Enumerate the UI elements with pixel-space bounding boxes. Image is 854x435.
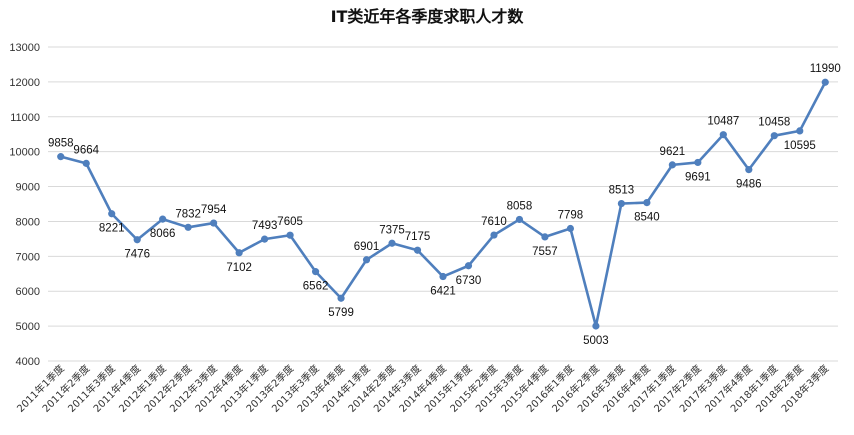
data-point: [643, 199, 651, 207]
data-point: [490, 231, 498, 239]
data-label: 7605: [277, 216, 303, 228]
data-label: 6730: [456, 275, 482, 287]
data-point: [133, 236, 141, 244]
data-label: 7375: [379, 224, 405, 236]
y-tick-label: 7000: [16, 251, 40, 263]
y-axis-ticks: 4000 5000 6000 7000 8000 9000 10000 11000 12000 1…: [9, 42, 40, 368]
data-points: [57, 78, 829, 330]
data-point: [439, 272, 447, 281]
data-point: [694, 158, 702, 167]
y-tick-label: 12000: [9, 77, 40, 89]
data-label: 8513: [609, 185, 635, 197]
data-label: 7798: [558, 209, 584, 221]
data-label: 9691: [685, 171, 711, 183]
data-point: [57, 153, 65, 161]
data-label: 11990: [810, 63, 841, 75]
chart-title: IT类近年各季度求职人才数: [331, 7, 525, 26]
data-label: 8221: [99, 223, 125, 235]
data-point: [413, 246, 422, 254]
data-point: [210, 219, 218, 227]
data-label: 5003: [583, 335, 609, 347]
data-point: [668, 161, 676, 169]
data-label: 7832: [175, 208, 201, 220]
data-point: [235, 249, 243, 257]
data-point: [159, 215, 167, 223]
data-label: 10595: [784, 140, 816, 152]
data-label: 10458: [758, 117, 790, 129]
gridlines: [48, 46, 838, 362]
data-point: [311, 268, 320, 276]
x-axis-ticks: 2011年1季度2011年2季度2011年3季度2011年4季度2012年1季度…: [14, 362, 831, 415]
y-tick-label: 13000: [9, 42, 40, 54]
data-label: 7493: [252, 220, 278, 232]
data-label: 7175: [405, 231, 431, 243]
data-point: [541, 233, 549, 241]
data-point: [464, 262, 473, 270]
y-tick-label: 5000: [16, 321, 40, 333]
data-point: [82, 159, 90, 167]
data-label: 9858: [48, 138, 74, 150]
data-label: 8066: [150, 228, 176, 240]
data-label: 7557: [532, 246, 558, 258]
data-point: [745, 165, 753, 174]
data-point: [261, 235, 269, 243]
data-point: [108, 210, 116, 218]
data-label: 7610: [481, 216, 507, 228]
data-label: 8540: [634, 212, 660, 224]
data-label: 7954: [201, 204, 227, 216]
data-point: [566, 224, 575, 233]
y-tick-label: 8000: [16, 216, 40, 228]
data-label: 9664: [73, 144, 99, 156]
data-label: 6562: [303, 281, 329, 293]
data-point: [388, 239, 396, 247]
data-label: 7102: [226, 262, 252, 274]
y-tick-label: 6000: [16, 286, 40, 298]
data-point: [617, 199, 625, 208]
y-tick-label: 10000: [9, 147, 40, 159]
data-point: [796, 127, 804, 135]
data-point: [821, 78, 829, 86]
data-label: 6421: [430, 286, 456, 298]
data-label: 10487: [707, 116, 739, 128]
data-point: [337, 294, 345, 302]
data-point: [286, 231, 294, 239]
data-point: [719, 131, 727, 139]
y-tick-label: 9000: [16, 182, 40, 194]
data-point: [592, 322, 600, 330]
y-tick-label: 11000: [10, 112, 40, 124]
data-label: 8058: [507, 200, 533, 212]
y-tick-label: 4000: [16, 356, 40, 368]
data-point: [515, 215, 524, 224]
data-point: [362, 256, 371, 264]
data-label: 9621: [660, 146, 686, 158]
data-label: 5799: [328, 307, 354, 319]
data-label: 9486: [736, 179, 762, 191]
data-label: 6901: [354, 241, 380, 253]
data-point: [184, 223, 192, 231]
data-label: 7476: [124, 249, 150, 261]
data-point: [770, 132, 778, 140]
